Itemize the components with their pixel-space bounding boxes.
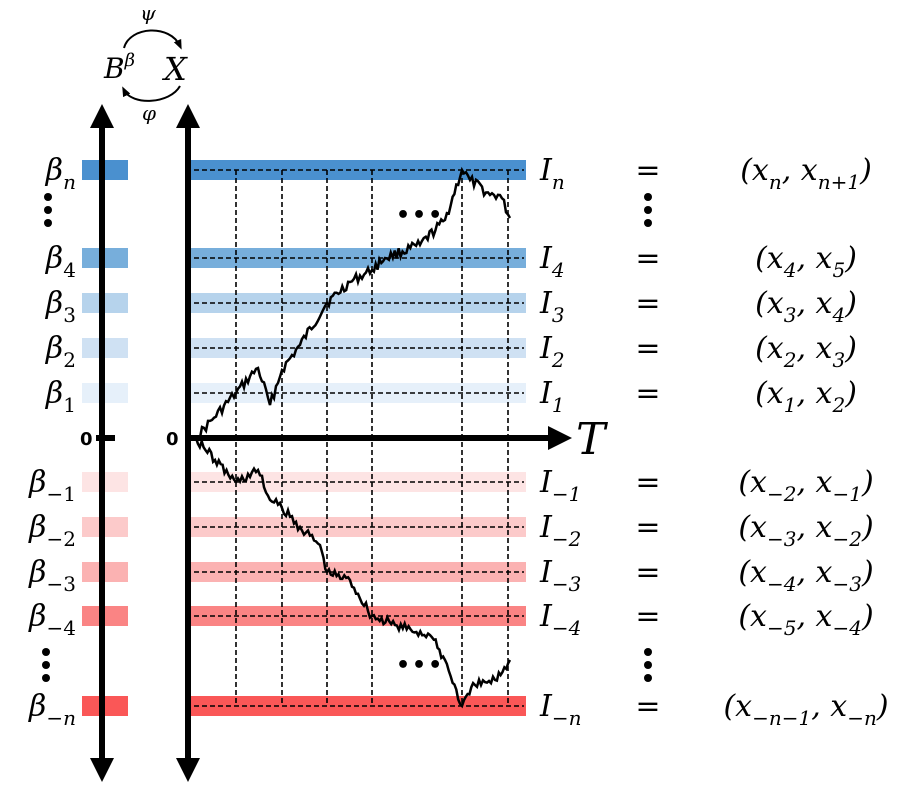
equals-sign-2: = [635,331,660,366]
phi-label: φ [142,101,156,125]
beta-label--1: β−1 [28,465,76,506]
interval-label-4: I4 [539,241,565,282]
equals-sign--n: = [635,689,660,724]
lower-sample-path [194,437,512,709]
interval-range-2: (x2, x3) [755,331,857,372]
right-space-label: X [161,50,188,88]
interval-label-1: I1 [539,376,565,417]
plot-ellipsis-lower: ••• [396,653,444,678]
interval-range--1: (x−2, x−1) [738,465,873,506]
row-labels: βn In = (xn, xn+1) β4 I4 = (x4, x5) β3 I3 = (x3, x4… [28,153,889,730]
beta-label--n: β−n [28,689,76,730]
left-vdots-lower [42,648,50,682]
beta-label-2: β2 [45,331,76,372]
interval-label--3: I−3 [539,555,581,596]
interval-range-3: (x3, x4) [755,286,857,327]
equals-sign-n: = [635,153,660,188]
interval-label-3: I3 [539,286,565,327]
interval-range-1: (x1, x2) [755,376,857,417]
equals-sign--2: = [635,510,660,545]
interval-range--n: (x−n−1, x−n) [723,689,888,730]
interval-range--2: (x−3, x−2) [738,510,873,551]
interval-label--4: I−4 [539,599,581,640]
beta-label-n: βn [45,153,76,194]
time-axis-label: T [576,414,609,465]
beta-label-4: β4 [45,241,76,282]
left-vdots-upper [44,193,52,227]
right-vdots-lower [644,648,652,682]
equals-sign--4: = [635,599,660,634]
interval-label--n: I−n [539,689,582,730]
interval-range--3: (x−4, x−3) [738,555,873,596]
psi-map-arrow [123,29,182,50]
right-zero-label: 0 [166,429,179,450]
interval-range--4: (x−5, x−4) [738,599,873,640]
equals-sign--1: = [635,465,660,500]
equals-sign--3: = [635,555,660,590]
interval-label--2: I−2 [539,510,581,551]
beta-label-3: β3 [45,286,76,327]
beta-label--2: β−2 [28,510,76,551]
interval-label-n: In [539,153,565,194]
equals-sign-3: = [635,286,660,321]
beta-label--3: β−3 [28,555,76,596]
interval-label-2: I2 [539,331,565,372]
equals-sign-1: = [635,376,660,411]
upper-sample-path [195,166,512,442]
phi-map-arrow [122,85,181,102]
left-zero-label: 0 [80,429,93,450]
beta-label-1: β1 [45,376,76,417]
interval-range-n: (xn, xn+1) [740,153,872,194]
level-dashes [194,169,524,707]
right-vdots-upper [644,193,652,227]
map-header: ψ Bβ X φ [103,1,188,125]
interval-label--1: I−1 [539,465,581,506]
beta-label--4: β−4 [28,599,76,640]
left-space-label: Bβ [103,50,135,85]
plot-ellipsis-upper: ••• [396,203,444,228]
psi-label: ψ [140,1,156,25]
equals-sign-4: = [635,241,660,276]
interval-range-4: (x4, x5) [755,241,857,282]
